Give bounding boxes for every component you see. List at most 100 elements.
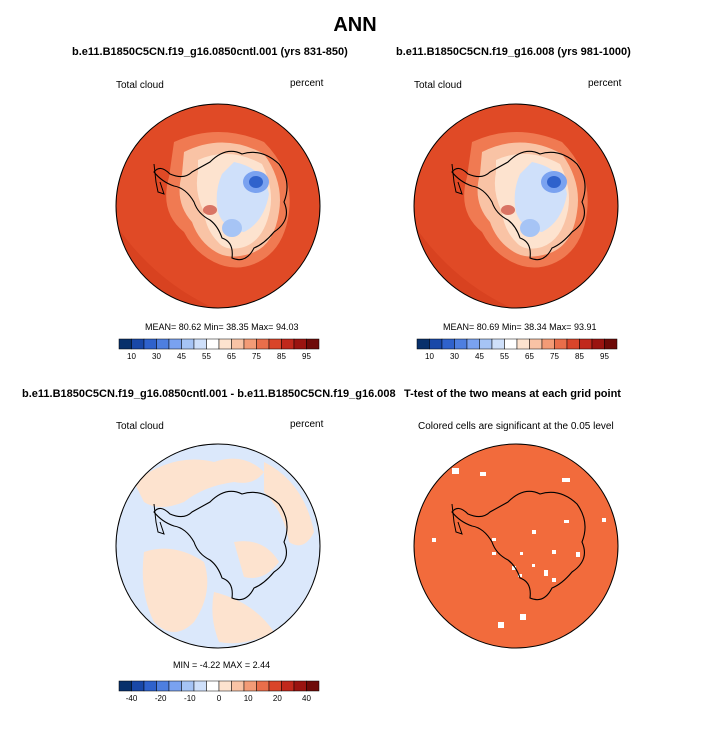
panel-1-map: [115, 103, 321, 309]
panel-2-map: [413, 103, 619, 309]
colorbar-tick-label: 20: [273, 694, 282, 703]
colorbar-tick-label: 45: [177, 352, 186, 361]
colorbar-swatch: [168, 680, 182, 692]
panel-3-map: [115, 443, 321, 649]
min-value: 38.34: [524, 322, 547, 332]
colorbar-swatch: [243, 338, 257, 350]
min-value: 38.35: [226, 322, 249, 332]
colorbar-swatch: [231, 680, 245, 692]
colorbar-swatch: [131, 680, 145, 692]
colorbar-swatch: [193, 338, 207, 350]
colorbar-swatch: [268, 680, 282, 692]
colorbar-swatch: [306, 680, 320, 692]
panel-2-stats: MEAN= 80.69 Min= 38.34 Max= 93.91: [443, 322, 596, 332]
panel-2-title: b.e11.B1850C5CN.f19_g16.008 (yrs 981-100…: [396, 46, 631, 58]
colorbar-swatch: [231, 338, 245, 350]
colorbar-tick-label: 75: [550, 352, 559, 361]
min-label: MIN =: [173, 660, 198, 670]
colorbar-swatch: [541, 338, 555, 350]
panel-2-units-label: percent: [588, 78, 622, 89]
colorbar-tick-label: 10: [127, 352, 136, 361]
colorbar-swatch: [218, 680, 232, 692]
colorbar-swatch: [491, 338, 505, 350]
panel-1-stats: MEAN= 80.62 Min= 38.35 Max= 94.03: [145, 322, 298, 332]
min-label: Min=: [203, 322, 224, 332]
colorbar-tick-label: 10: [425, 352, 434, 361]
colorbar-swatch: [454, 338, 468, 350]
max-value: 94.03: [275, 322, 299, 332]
colorbar-swatch: [206, 680, 220, 692]
colorbar-swatch: [256, 338, 270, 350]
panel-3-stats: MIN = -4.22 MAX = 2.44: [173, 660, 270, 670]
colorbar-swatch: [504, 338, 518, 350]
panel-2-variable-label: Total cloud: [414, 80, 462, 91]
panel-3-title: b.e11.B1850C5CN.f19_g16.0850cntl.001 - b…: [22, 388, 396, 400]
colorbar-tick-label: 55: [202, 352, 211, 361]
colorbar-swatch: [256, 680, 270, 692]
colorbar-tick-label: -40: [126, 694, 138, 703]
colorbar-swatch: [429, 338, 443, 350]
colorbar-swatch: [293, 680, 307, 692]
colorbar-swatch: [281, 680, 295, 692]
panel-1-colorbar: 10 30 45 55 65 75 85 95: [118, 338, 320, 361]
panel-1-title: b.e11.B1850C5CN.f19_g16.0850cntl.001 (yr…: [72, 46, 348, 58]
colorbar-swatch: [479, 338, 493, 350]
colorbar-swatch: [591, 338, 605, 350]
colorbar-swatch: [181, 338, 195, 350]
colorbar-tick-label: 45: [475, 352, 484, 361]
min-value: -4.22: [199, 660, 221, 670]
colorbar-swatch: [181, 680, 195, 692]
colorbar-swatch: [118, 680, 132, 692]
colorbar-swatch: [293, 338, 307, 350]
colorbar-swatch: [306, 338, 320, 350]
colorbar-swatch: [604, 338, 618, 350]
colorbar-swatch: [118, 338, 132, 350]
colorbar-tick-label: 0: [217, 694, 222, 703]
colorbar-tick-label: 65: [227, 352, 236, 361]
panel-3-colorbar: -40 -20 -10 0 10 20 40: [118, 680, 320, 703]
colorbar-swatch: [566, 338, 580, 350]
colorbar-tick-label: -10: [184, 694, 196, 703]
mean-value: 80.69: [476, 322, 500, 332]
colorbar-tick-label: 85: [277, 352, 286, 361]
colorbar-swatch: [156, 680, 170, 692]
panel-1-variable-label: Total cloud: [116, 80, 164, 91]
colorbar-swatch: [243, 680, 257, 692]
colorbar-swatch: [579, 338, 593, 350]
colorbar-swatch: [218, 338, 232, 350]
colorbar-tick-label: 85: [575, 352, 584, 361]
colorbar-swatch: [554, 338, 568, 350]
colorbar-tick-label: 40: [302, 694, 311, 703]
colorbar-swatch: [516, 338, 530, 350]
max-label: MAX =: [222, 660, 251, 670]
colorbar-tick-label: 30: [450, 352, 459, 361]
panel-2-colorbar: 10 30 45 55 65 75 85 95: [416, 338, 618, 361]
colorbar-swatch: [143, 680, 157, 692]
colorbar-swatch: [168, 338, 182, 350]
colorbar-tick-label: 10: [244, 694, 253, 703]
colorbar-swatch: [441, 338, 455, 350]
colorbar-swatch: [268, 338, 282, 350]
colorbar-swatch: [193, 680, 207, 692]
colorbar-swatch: [143, 338, 157, 350]
mean-value: 80.62: [178, 322, 202, 332]
colorbar-swatch: [529, 338, 543, 350]
colorbar-swatch: [466, 338, 480, 350]
colorbar-tick-label: 95: [600, 352, 609, 361]
panel-4-title: T-test of the two means at each grid poi…: [404, 388, 621, 400]
colorbar-swatch: [281, 338, 295, 350]
mean-label: MEAN=: [443, 322, 475, 332]
colorbar-tick-label: 55: [500, 352, 509, 361]
colorbar-swatch: [131, 338, 145, 350]
panel-4-subtitle: Colored cells are significant at the 0.0…: [418, 421, 614, 432]
mean-label: MEAN=: [145, 322, 177, 332]
max-value: 93.91: [573, 322, 597, 332]
panel-1-units-label: percent: [290, 78, 324, 89]
colorbar-swatch: [206, 338, 220, 350]
max-value: 2.44: [252, 660, 271, 670]
colorbar-tick-label: -20: [155, 694, 167, 703]
max-label: Max=: [251, 322, 274, 332]
figure-title: ANN: [333, 14, 377, 36]
colorbar-swatch: [156, 338, 170, 350]
panel-4-map: [413, 443, 619, 649]
